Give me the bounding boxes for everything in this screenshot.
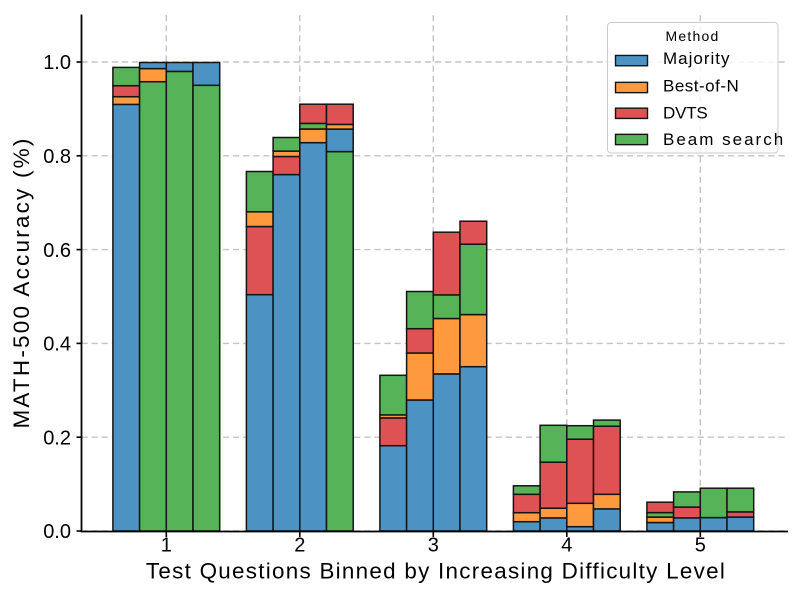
svg-text:DVTS: DVTS — [663, 104, 708, 123]
svg-text:4: 4 — [561, 535, 572, 557]
svg-text:Best-of-N: Best-of-N — [663, 77, 739, 96]
svg-text:Test Questions Binned by Incre: Test Questions Binned by Increasing Diff… — [146, 559, 726, 584]
svg-text:0.2: 0.2 — [43, 427, 71, 449]
svg-text:0.0: 0.0 — [43, 521, 71, 543]
svg-text:0.8: 0.8 — [43, 146, 71, 168]
svg-text:3: 3 — [428, 535, 439, 557]
svg-text:0.4: 0.4 — [43, 334, 71, 356]
svg-text:0.6: 0.6 — [43, 240, 71, 262]
svg-text:1.0: 1.0 — [43, 52, 71, 74]
svg-text:5: 5 — [695, 535, 706, 557]
svg-text:MATH-500 Accuracy (%): MATH-500 Accuracy (%) — [9, 136, 34, 428]
svg-text:Beam search: Beam search — [663, 130, 785, 149]
svg-text:2: 2 — [294, 535, 305, 557]
svg-text:1: 1 — [161, 535, 172, 557]
svg-text:Method: Method — [666, 28, 720, 44]
svg-text:Majority: Majority — [663, 49, 731, 68]
